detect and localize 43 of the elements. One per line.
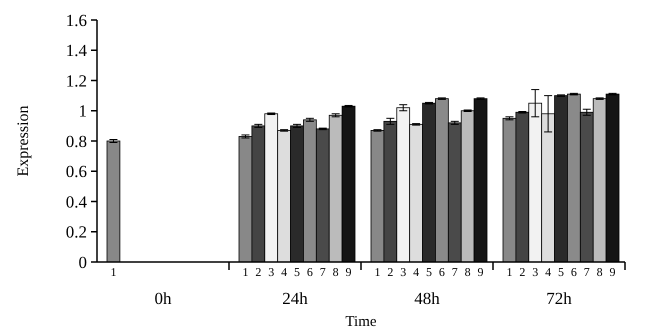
y-tick-label: 1: [78, 102, 87, 121]
series-label: 5: [294, 265, 300, 279]
text: 9: [610, 265, 616, 279]
series-label: 4: [281, 265, 288, 279]
text: 6: [438, 265, 445, 279]
text: 4: [545, 265, 552, 279]
text: 1: [506, 265, 512, 279]
y-tick-label: 1.4: [66, 41, 88, 60]
text: 3: [532, 265, 538, 279]
series-label: 1: [110, 265, 116, 279]
y-tick-label: 0.6: [66, 162, 87, 182]
y-tick-label: 0.4: [66, 192, 88, 212]
text: 7: [452, 265, 458, 279]
x-tick-label: 72h: [546, 289, 572, 308]
text: 7: [584, 265, 590, 279]
series-label: 3: [268, 265, 274, 279]
y-tick-label: 0: [78, 252, 87, 272]
text: 1: [374, 265, 380, 279]
x-tick-label: 24h: [282, 289, 308, 308]
text: 9: [478, 265, 484, 279]
text: 8: [596, 265, 603, 279]
y-tick-label: 1.6: [66, 10, 87, 30]
text: 2: [519, 265, 526, 279]
series-label: 7: [320, 265, 326, 279]
text: 8: [464, 265, 471, 279]
x-axis-title: Time: [345, 314, 377, 330]
series-label: 6: [306, 265, 313, 279]
text: 3: [400, 265, 406, 279]
y-tick-label: 0.8: [66, 132, 87, 151]
series-label: 2: [255, 265, 262, 279]
text: 1: [242, 265, 248, 279]
series-label: 9: [346, 265, 352, 279]
text: 4: [413, 265, 420, 279]
text: 5: [426, 265, 432, 279]
y-tick-label: 1.2: [66, 71, 87, 90]
y-tick-label: 0.2: [66, 222, 87, 242]
text: 6: [570, 265, 577, 279]
text: 5: [558, 265, 564, 279]
x-tick-label: 48h: [414, 289, 440, 308]
x-tick-label: 0h: [154, 289, 172, 308]
y-axis-title: Expression: [15, 105, 32, 177]
text: 2: [387, 265, 394, 279]
series-label: 8: [332, 265, 339, 279]
